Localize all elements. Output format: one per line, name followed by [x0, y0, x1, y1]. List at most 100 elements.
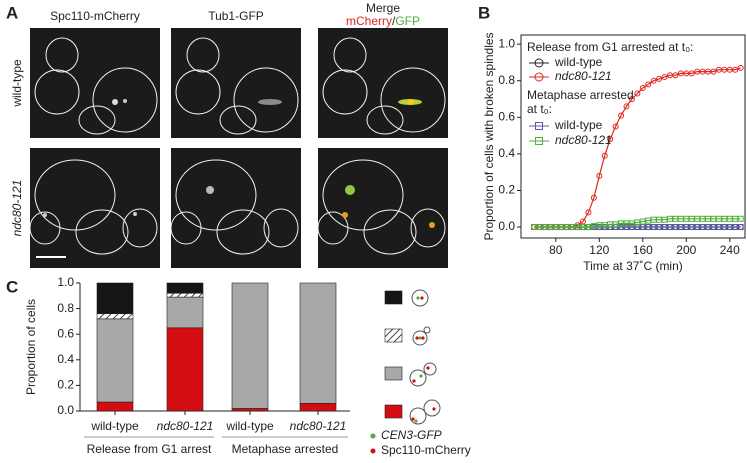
- bar-segment: [231, 282, 269, 409]
- column-title: Spc110-mCherry: [50, 9, 140, 23]
- marker: [650, 77, 657, 84]
- legend-swatch: [384, 290, 403, 305]
- merge-green: GFP: [395, 14, 420, 28]
- marker: [645, 81, 652, 88]
- x-tick-label: ndc80-121: [157, 419, 214, 433]
- spot: [133, 212, 137, 216]
- marker: [628, 96, 635, 103]
- bar-segment: [166, 327, 204, 412]
- legend-label: wild-type: [554, 118, 603, 132]
- y-tick-label: 0.0: [57, 403, 74, 417]
- legend-heading: at t₀:: [527, 102, 552, 116]
- x-tick-label: 120: [589, 243, 609, 257]
- image: [318, 28, 448, 138]
- bar-segment: [166, 292, 204, 298]
- marker-legend-label: Spc110-mCherry: [381, 443, 471, 457]
- legend-marker: [534, 72, 544, 82]
- spot: [342, 212, 348, 218]
- marker: [710, 68, 717, 75]
- bar-segment: [96, 401, 134, 412]
- y-tick-label: 0.8: [57, 301, 74, 315]
- image: [30, 148, 160, 268]
- marker: [639, 85, 646, 92]
- image: [30, 28, 160, 138]
- marker-legend-dot: [370, 433, 376, 439]
- group-label: Release from G1 arrest: [87, 442, 212, 456]
- marker: [601, 152, 608, 159]
- image: [171, 148, 301, 268]
- spot: [112, 99, 118, 105]
- x-tick-label: ndc80-121: [290, 419, 347, 433]
- spindle: [258, 99, 282, 105]
- panel-label: A: [6, 3, 18, 22]
- x-tick-label: 200: [676, 243, 696, 257]
- legend-swatch: [384, 366, 403, 381]
- legend-marker: [535, 137, 543, 145]
- legend-heading: Release from G1 arrested at t₀:: [527, 40, 693, 54]
- spot: [206, 186, 214, 194]
- bar-segment: [166, 296, 204, 329]
- y-axis-label: Proportion of cells with broken spindles: [482, 32, 496, 240]
- marker: [688, 70, 695, 77]
- marker: [585, 209, 592, 216]
- legend-label: ndc80-121: [555, 69, 612, 83]
- y-tick-label: 1.0: [498, 36, 515, 50]
- legend-label: wild-type: [554, 55, 603, 69]
- y-tick-label: 0.4: [498, 146, 515, 160]
- legend-swatch: [384, 328, 403, 343]
- spot: [123, 99, 127, 103]
- bar-segment: [299, 282, 337, 404]
- y-tick-label: 1.0: [57, 275, 74, 289]
- row-label: wild-type: [10, 59, 24, 108]
- y-tick-label: 0.4: [57, 352, 74, 366]
- marker: [672, 72, 679, 79]
- marker: [607, 136, 614, 143]
- marker: [590, 194, 597, 201]
- bar-segment: [231, 408, 269, 412]
- marker: [596, 172, 603, 179]
- y-axis-label: Proportion of cells: [24, 299, 38, 395]
- legend-swatch: [384, 404, 403, 419]
- y-tick-label: 0.8: [498, 73, 515, 87]
- marker-legend-label: CEN3-GFP: [381, 428, 442, 442]
- row-label: ndc80-121: [10, 180, 24, 237]
- marker-legend-dot: [370, 448, 376, 454]
- bar-segment: [96, 313, 134, 320]
- bar-segment: [299, 403, 337, 412]
- legend-marker: [535, 122, 543, 130]
- marker: [656, 75, 663, 82]
- spot: [345, 185, 355, 195]
- y-tick-label: 0.2: [498, 183, 515, 197]
- panel-label: B: [478, 3, 490, 22]
- micrographs: [29, 28, 448, 268]
- panel-label: C: [6, 277, 18, 296]
- x-tick-label: 160: [633, 243, 653, 257]
- marker: [623, 103, 630, 110]
- marker: [634, 90, 641, 97]
- spot: [408, 99, 414, 105]
- line: [534, 218, 741, 228]
- legend-marker: [534, 58, 544, 68]
- bar-segment: [96, 318, 134, 403]
- marker: [612, 123, 619, 130]
- plot-frame: [520, 34, 746, 239]
- column-title: mCherry/GFP: [346, 14, 420, 28]
- marker: [618, 112, 625, 119]
- group-label: Metaphase arrested: [232, 442, 339, 456]
- spot: [43, 213, 47, 217]
- x-tick-label: wild-type: [225, 419, 274, 433]
- merge-red: mCherry: [346, 14, 392, 28]
- spot: [429, 222, 435, 228]
- cell-icons: [409, 289, 441, 425]
- x-tick-label: 80: [549, 243, 563, 257]
- merge-slash: /: [392, 14, 396, 28]
- y-tick-label: 0.6: [498, 109, 515, 123]
- marker: [661, 74, 668, 81]
- legend-label: ndc80-121: [555, 133, 612, 147]
- legend-heading: Metaphase arrested: [527, 88, 634, 102]
- marker: [737, 224, 744, 231]
- column-title: Merge: [366, 1, 400, 15]
- y-tick-label: 0.0: [498, 219, 515, 233]
- x-tick-label: wild-type: [90, 419, 139, 433]
